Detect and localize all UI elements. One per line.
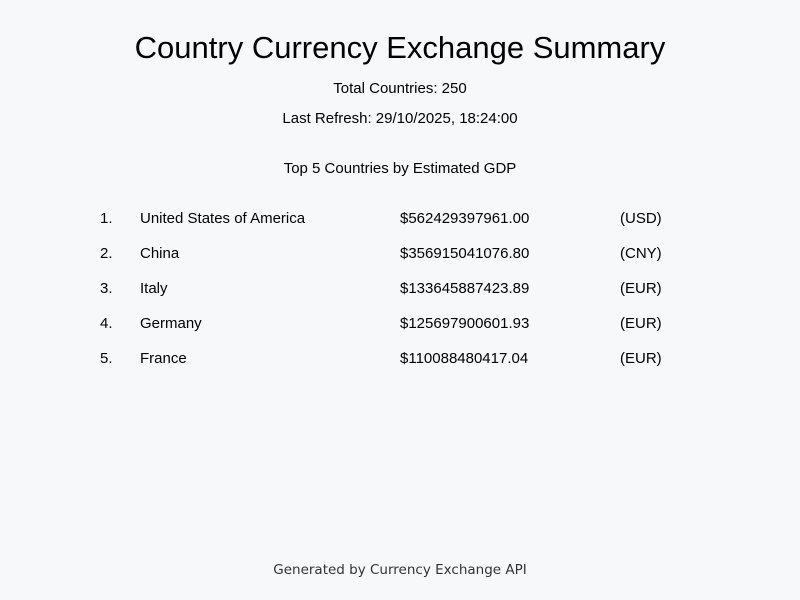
- rank-number: 2.: [100, 245, 113, 262]
- list-item: 4. Germany $125697900601.93 (EUR): [0, 314, 800, 349]
- currency-code: (CNY): [620, 245, 662, 262]
- rank-number: 4.: [100, 315, 113, 332]
- rank-number: 5.: [100, 350, 113, 367]
- gdp-value: $356915041076.80: [400, 245, 530, 262]
- country-name: France: [140, 350, 187, 367]
- country-name: Germany: [140, 315, 202, 332]
- currency-code: (EUR): [620, 280, 662, 297]
- gdp-value: $110088480417.04: [400, 350, 529, 367]
- country-name: Italy: [140, 280, 168, 297]
- ranking-heading: Top 5 Countries by Estimated GDP: [283, 160, 517, 177]
- list-item: 2. China $356915041076.80 (CNY): [0, 244, 800, 279]
- country-name: China: [140, 245, 180, 262]
- total-countries: Total Countries: 250: [333, 80, 467, 97]
- currency-code: (EUR): [620, 315, 662, 332]
- list-item: 3. Italy $133645887423.89 (EUR): [0, 279, 800, 314]
- country-name: United States of America: [140, 210, 306, 227]
- currency-code: (EUR): [620, 350, 662, 367]
- list-item: 5. France $110088480417.04 (EUR): [0, 349, 800, 384]
- gdp-ranking-list: 1. United States of America $56242939796…: [0, 209, 800, 384]
- page-title: Country Currency Exchange Summary: [134, 30, 666, 65]
- rank-number: 1.: [100, 210, 113, 227]
- currency-code: (USD): [620, 210, 662, 227]
- list-item: 1. United States of America $56242939796…: [0, 209, 800, 244]
- last-refresh: Last Refresh: 29/10/2025, 18:24:00: [282, 110, 518, 127]
- rank-number: 3.: [100, 280, 113, 297]
- gdp-value: $133645887423.89: [400, 280, 530, 297]
- footer-credit: Generated by Currency Exchange API: [273, 562, 527, 578]
- gdp-value: $562429397961.00: [400, 210, 530, 227]
- gdp-value: $125697900601.93: [400, 315, 530, 332]
